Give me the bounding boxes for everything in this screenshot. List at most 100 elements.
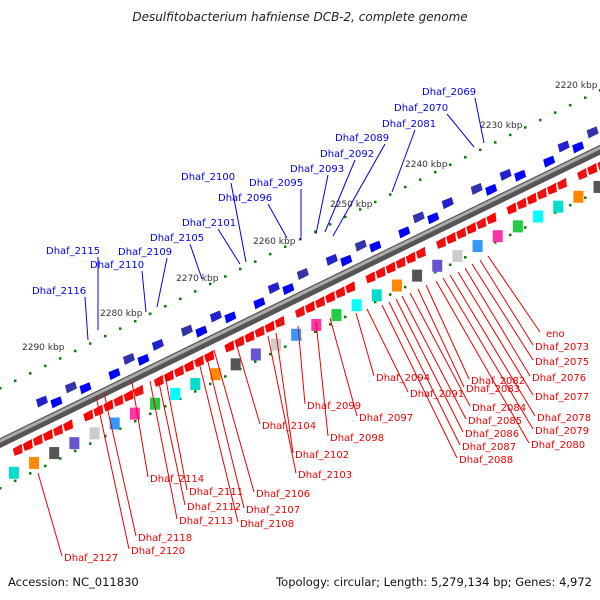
reverse-gene-label-leader: [388, 301, 461, 446]
reverse-gene-label: Dhaf_2077: [535, 392, 589, 403]
rna-feature: [8, 466, 19, 479]
forward-gene-label-leader: [156, 257, 168, 308]
reverse-gene-label-leader: [103, 392, 137, 537]
cds-reverse: [12, 443, 23, 456]
cds-reverse: [204, 350, 215, 363]
inner-tick: [149, 412, 152, 415]
rna-feature: [512, 220, 523, 233]
outer-tick: [29, 372, 32, 375]
cds-reverse: [345, 281, 356, 294]
outer-tick: [509, 133, 512, 137]
forward-gene-label: Dhaf_2109: [118, 247, 172, 258]
reverse-gene-label: Dhaf_2073: [535, 342, 589, 353]
backbone-track: [0, 144, 600, 449]
reverse-gene-label-leader: [95, 395, 130, 550]
reverse-gene-label-leader: [205, 353, 245, 509]
cds-reverse: [385, 261, 396, 274]
rna-feature: [49, 447, 60, 460]
inner-tick: [314, 330, 317, 334]
forward-gene-label: Dhaf_2092: [320, 149, 374, 160]
outer-tick: [389, 193, 392, 196]
reverse-gene-label: Dhaf_2111: [189, 487, 243, 498]
outer-tick: [134, 319, 137, 323]
cds-forward: [282, 283, 295, 296]
forward-gene-label: Dhaf_2096: [218, 193, 272, 204]
outer-tick: [479, 148, 482, 152]
inner-tick: [584, 196, 587, 199]
cds-reverse: [486, 212, 497, 225]
outer-tick: [179, 297, 182, 301]
tick-marks: [0, 89, 600, 490]
cds-reverse: [254, 325, 265, 338]
cds-forward: [543, 155, 556, 168]
reverse-gene-label-leader: [487, 255, 541, 333]
inner-tick: [29, 472, 32, 475]
cds-reverse: [446, 232, 457, 245]
cds-forward: [108, 368, 121, 381]
reverse-gene-label-leader: [131, 381, 149, 478]
inner-tick: [0, 487, 2, 490]
reverse-gene-label: Dhaf_2088: [459, 455, 513, 466]
forward-gene-label: Dhaf_2100: [181, 172, 235, 183]
forward-gene-label: Dhaf_2069: [422, 87, 476, 98]
cds-forward: [296, 268, 309, 281]
cds-reverse: [274, 315, 285, 328]
reverse-gene-label-leader: [267, 335, 297, 474]
inner-tick: [224, 375, 227, 378]
cds-forward: [35, 395, 48, 408]
reverse-gene-label: Dhaf_2085: [468, 416, 522, 427]
inner-tick: [119, 427, 122, 430]
scale-label: 2220 kbp: [555, 81, 598, 91]
outer-tick: [359, 208, 362, 211]
forward-gene-label-leader: [141, 270, 147, 313]
reverse-gene-label-leader: [157, 377, 186, 506]
cds-reverse: [163, 369, 174, 382]
forward-gene-label-leader: [474, 97, 485, 144]
cds-reverse: [405, 251, 416, 264]
outer-tick: [239, 267, 242, 271]
outer-tick: [494, 141, 497, 144]
forward-gene-label-leader: [315, 174, 329, 235]
inner-tick: [194, 390, 197, 393]
reverse-gene-label-leader: [449, 274, 536, 417]
inner-tick: [404, 285, 407, 289]
rna-feature: [351, 299, 362, 312]
cds-forward: [499, 168, 512, 181]
cds-forward: [253, 297, 266, 310]
reverse-gene-label: Dhaf_2079: [535, 426, 589, 437]
forward-gene-label-leader: [267, 203, 288, 239]
cds-forward: [267, 282, 280, 295]
forward-gene-label: Dhaf_2070: [394, 103, 448, 114]
inner-tick: [329, 323, 332, 326]
rna-feature: [371, 289, 382, 302]
outer-tick: [404, 185, 407, 189]
cds-forward: [340, 254, 353, 267]
outer-tick: [164, 305, 167, 308]
cds-reverse: [395, 256, 406, 269]
reverse-gene-label-leader: [425, 284, 470, 380]
forward-gene-label: Dhaf_2095: [249, 178, 303, 189]
cds-reverse: [294, 305, 305, 318]
inner-tick: [344, 315, 347, 319]
cds-reverse: [93, 404, 104, 417]
cds-reverse: [587, 163, 598, 176]
reverse-gene-label-leader: [329, 317, 358, 417]
scale-label: 2230 kbp: [480, 121, 523, 131]
inner-tick: [179, 397, 182, 401]
inner-tick: [449, 263, 452, 266]
reverse-gene-label: Dhaf_2103: [298, 470, 352, 481]
rna-feature: [291, 328, 302, 341]
rna-feature: [593, 180, 600, 193]
rna-feature: [331, 309, 342, 322]
cds-reverse: [123, 389, 134, 402]
cds-reverse: [546, 182, 557, 195]
reverse-gene-label: Dhaf_2078: [537, 413, 591, 424]
cds-forward: [572, 141, 585, 154]
rna-feature: [573, 190, 584, 203]
reverse-gene-label-leader: [464, 267, 531, 377]
inner-tick: [374, 300, 377, 304]
outer-tick: [554, 111, 557, 114]
features: [8, 126, 600, 479]
rna-feature: [109, 417, 120, 430]
outer-tick: [584, 96, 587, 99]
